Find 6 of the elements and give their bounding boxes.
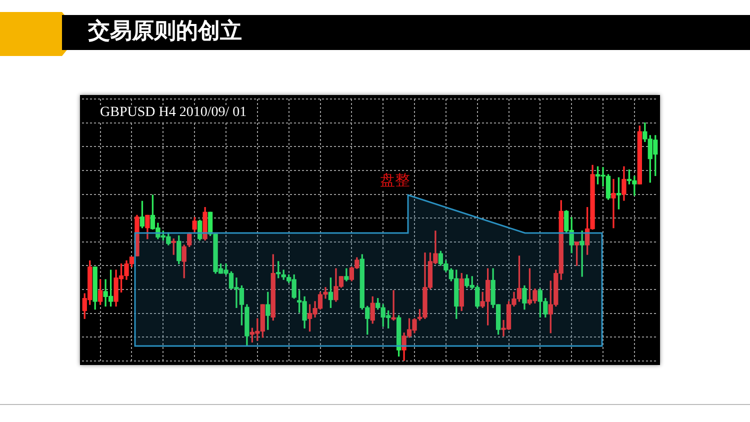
candlestick [611, 178, 616, 228]
chart-title: 交易原则的创立 [88, 18, 242, 46]
candlestick [391, 290, 396, 321]
candlestick [580, 230, 584, 277]
chart-subtitle: GBPUSD H4 2010/09/ 01 [98, 105, 249, 121]
annotation: 盘整 [378, 171, 412, 190]
